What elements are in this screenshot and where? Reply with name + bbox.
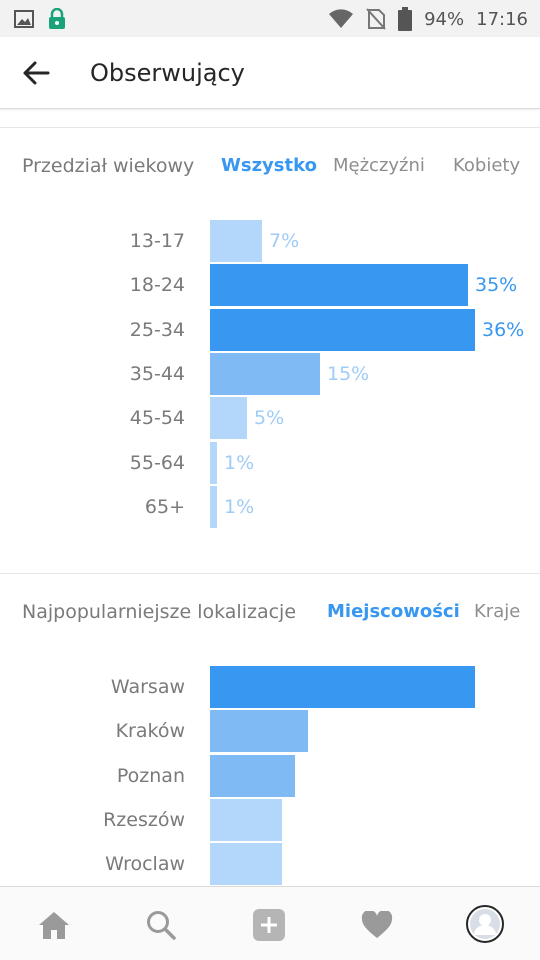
value-label: 15%: [327, 362, 370, 385]
bottom-nav: [0, 886, 540, 960]
nav-profile[interactable]: [465, 904, 505, 944]
tab-all[interactable]: Wszystko: [221, 155, 317, 176]
lock-icon: [49, 8, 65, 29]
category-label: 45-54: [129, 407, 185, 430]
chart-row: Rzeszów: [0, 798, 540, 843]
value-label: 7%: [269, 230, 300, 252]
nav-search[interactable]: [141, 905, 181, 945]
search-icon: [147, 911, 176, 940]
bar: [210, 666, 475, 708]
chart-row: 18-24 35%: [0, 264, 540, 308]
tab-countries[interactable]: Kraje: [474, 601, 521, 622]
battery-icon: [398, 7, 413, 31]
chart-row: 25-34 36%: [0, 308, 540, 353]
header: Obserwujący: [0, 37, 540, 109]
chart-row: 45-54 5%: [0, 397, 540, 441]
page-title: Obserwujący: [90, 59, 245, 87]
category-label: 13-17: [129, 230, 185, 252]
tab-cities[interactable]: Miejscowości: [327, 601, 460, 622]
category-label: Warsaw: [110, 676, 185, 698]
value-label: 36%: [482, 318, 525, 341]
bar: [210, 264, 468, 307]
category-label: Rzeszów: [103, 808, 185, 831]
category-label: Wroclaw: [105, 853, 185, 876]
nav-activity[interactable]: [357, 905, 397, 945]
bar: [210, 352, 320, 395]
bar: [210, 710, 308, 753]
value-label: 5%: [254, 407, 285, 430]
wifi-icon: [329, 9, 354, 28]
chart-row: 55-64 1%: [0, 441, 540, 486]
status-bar: 94% 17:16: [0, 0, 540, 37]
heart-icon: [361, 911, 393, 938]
location-section-title: Najpopularniejsze lokalizacje: [22, 601, 297, 623]
category-label: 55-64: [129, 451, 185, 474]
nav-add[interactable]: [249, 905, 289, 945]
bar: [210, 485, 217, 528]
tab-women[interactable]: Kobiety: [453, 155, 521, 176]
clock: 17:16: [476, 8, 528, 30]
chart-row: Wroclaw: [0, 843, 540, 887]
chart-row: Poznan: [0, 754, 540, 799]
category-label: 65+: [144, 495, 185, 518]
value-label: 1%: [224, 451, 255, 474]
nav-home[interactable]: [34, 905, 74, 945]
bar: [210, 441, 217, 484]
category-label: 35-44: [129, 362, 185, 385]
bar: [210, 798, 282, 841]
divider: [0, 127, 540, 128]
back-arrow-icon: [23, 61, 50, 85]
chart-row: 35-44 15%: [0, 352, 540, 397]
category-label: 18-24: [129, 274, 185, 297]
home-icon: [39, 912, 69, 939]
profile-icon: [466, 905, 504, 943]
tab-men[interactable]: Mężczyźni: [333, 155, 425, 176]
battery-percent: 94%: [424, 8, 465, 30]
chart-row: Kraków: [0, 710, 540, 754]
age-section-title: Przedział wiekowy: [22, 155, 195, 177]
bar: [210, 308, 475, 351]
chart-row: 65+ 1%: [0, 485, 540, 530]
bar: [210, 397, 247, 440]
value-label: 35%: [475, 274, 518, 297]
add-icon: [253, 909, 285, 941]
divider: [0, 573, 540, 574]
gallery-icon: [14, 10, 34, 28]
value-label: 1%: [224, 495, 255, 518]
category-label: Poznan: [116, 764, 185, 787]
bar: [210, 843, 282, 886]
bar: [210, 754, 295, 797]
no-sim-icon: [366, 8, 386, 30]
chart-row: 13-17 7%: [0, 220, 540, 264]
category-label: 25-34: [129, 318, 185, 341]
chart-row: Warsaw: [0, 666, 540, 710]
category-label: Kraków: [115, 720, 185, 743]
bar: [210, 220, 262, 262]
back-button[interactable]: [20, 57, 52, 89]
